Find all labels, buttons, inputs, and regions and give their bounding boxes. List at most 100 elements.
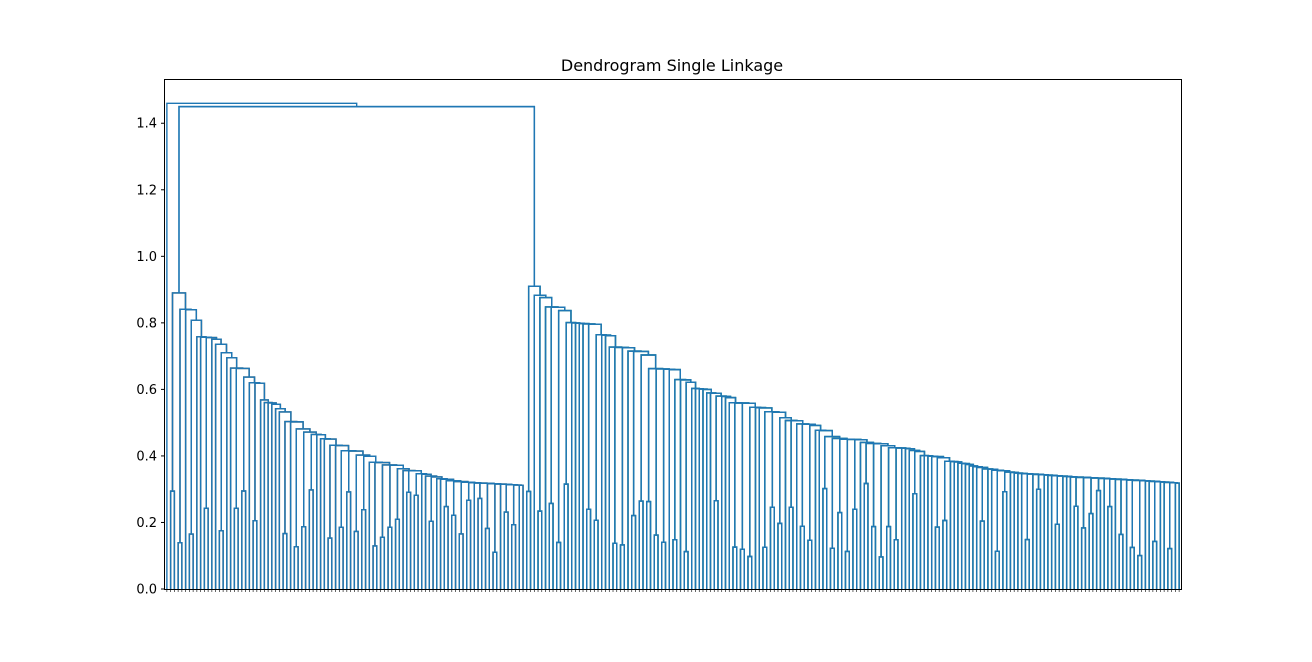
link-segment <box>1174 482 1180 589</box>
link-segment <box>854 439 868 510</box>
link-segment <box>1107 505 1113 589</box>
link-segment <box>1129 546 1135 589</box>
link-segment <box>166 102 358 589</box>
link-segment <box>316 434 327 589</box>
link-segment <box>1095 489 1102 589</box>
y-tick-label: 0.0 <box>136 583 157 598</box>
chart-title: Dendrogram Single Linkage <box>561 56 783 75</box>
y-tick-label: 1.0 <box>136 250 157 265</box>
link-segment <box>301 526 307 589</box>
link-segment <box>477 497 483 589</box>
link-segment <box>308 489 314 589</box>
link-segment <box>233 507 239 589</box>
link-segment <box>346 491 352 589</box>
link-segment <box>638 500 644 589</box>
link-segment <box>1137 554 1143 589</box>
link-segment <box>267 402 277 589</box>
link-segment <box>871 525 877 589</box>
link-segment <box>374 461 391 546</box>
link-segment <box>533 294 547 589</box>
link-segment <box>278 411 292 589</box>
link-segment <box>205 336 218 509</box>
link-segment <box>484 527 490 589</box>
link-segment <box>394 518 401 589</box>
link-segment <box>338 526 344 589</box>
link-segment <box>451 514 457 589</box>
link-segment <box>492 551 498 589</box>
link-segment <box>1080 527 1087 589</box>
link-segment <box>289 421 304 589</box>
link-segment <box>177 541 183 589</box>
link-segment <box>964 463 975 589</box>
link-segment <box>777 522 783 589</box>
link-segment <box>503 511 509 589</box>
link-segment <box>975 466 989 589</box>
link-segment <box>539 296 553 512</box>
link-segment <box>672 539 678 589</box>
link-segment <box>184 308 198 589</box>
link-segment <box>668 368 681 589</box>
link-segment <box>254 382 266 521</box>
link-segment <box>348 450 364 492</box>
link-segment <box>466 499 472 589</box>
link-segment <box>739 548 745 589</box>
link-segment <box>790 420 804 508</box>
link-segment <box>872 443 889 527</box>
link-segment <box>537 510 543 589</box>
link-segment <box>327 537 333 589</box>
link-segment <box>904 447 916 589</box>
link-segment <box>243 376 256 491</box>
link-segment <box>526 490 532 589</box>
link-segment <box>563 483 569 589</box>
link-segment <box>203 507 209 589</box>
link-segment <box>621 347 636 545</box>
link-segment <box>1088 512 1094 589</box>
y-tick-label: 0.6 <box>136 383 157 398</box>
link-segment <box>779 417 792 524</box>
link-segment <box>211 338 222 589</box>
link-segment <box>586 508 592 589</box>
link-segment <box>863 482 869 589</box>
link-segment <box>769 506 775 589</box>
link-segment <box>220 352 233 531</box>
link-segment <box>1167 547 1173 589</box>
link-segment <box>396 467 410 520</box>
link-segment <box>1118 533 1124 589</box>
link-segment <box>548 502 554 589</box>
link-segment <box>824 435 841 489</box>
link-segment <box>190 319 203 535</box>
link-segment <box>171 292 187 492</box>
link-segment <box>852 508 858 589</box>
dendrogram-links <box>166 102 1180 589</box>
link-segment <box>406 491 412 589</box>
link-segment <box>724 396 737 589</box>
link-segment <box>818 429 833 589</box>
link-segment <box>829 547 835 589</box>
link-segment <box>758 407 773 589</box>
link-segment <box>702 388 712 589</box>
link-segment <box>214 343 228 589</box>
link-segment <box>259 399 269 589</box>
link-segment <box>527 285 541 492</box>
link-segment <box>822 487 828 589</box>
link-segment <box>282 532 288 589</box>
link-segment <box>631 514 637 589</box>
link-segment <box>837 511 843 589</box>
link-segment <box>295 428 311 547</box>
y-tick-label: 0.2 <box>136 516 157 531</box>
link-segment <box>443 505 449 589</box>
link-segment <box>363 455 377 510</box>
link-segment <box>640 354 657 502</box>
link-segment <box>878 556 884 589</box>
link-segment <box>274 407 286 589</box>
link-segment <box>646 500 652 589</box>
link-segment <box>550 306 566 504</box>
link-segment <box>353 530 359 589</box>
link-segment <box>557 309 572 543</box>
link-segment <box>619 544 625 589</box>
link-segment <box>252 519 258 589</box>
link-segment <box>880 445 896 557</box>
plot-frame <box>164 79 1182 590</box>
link-segment <box>912 493 918 589</box>
